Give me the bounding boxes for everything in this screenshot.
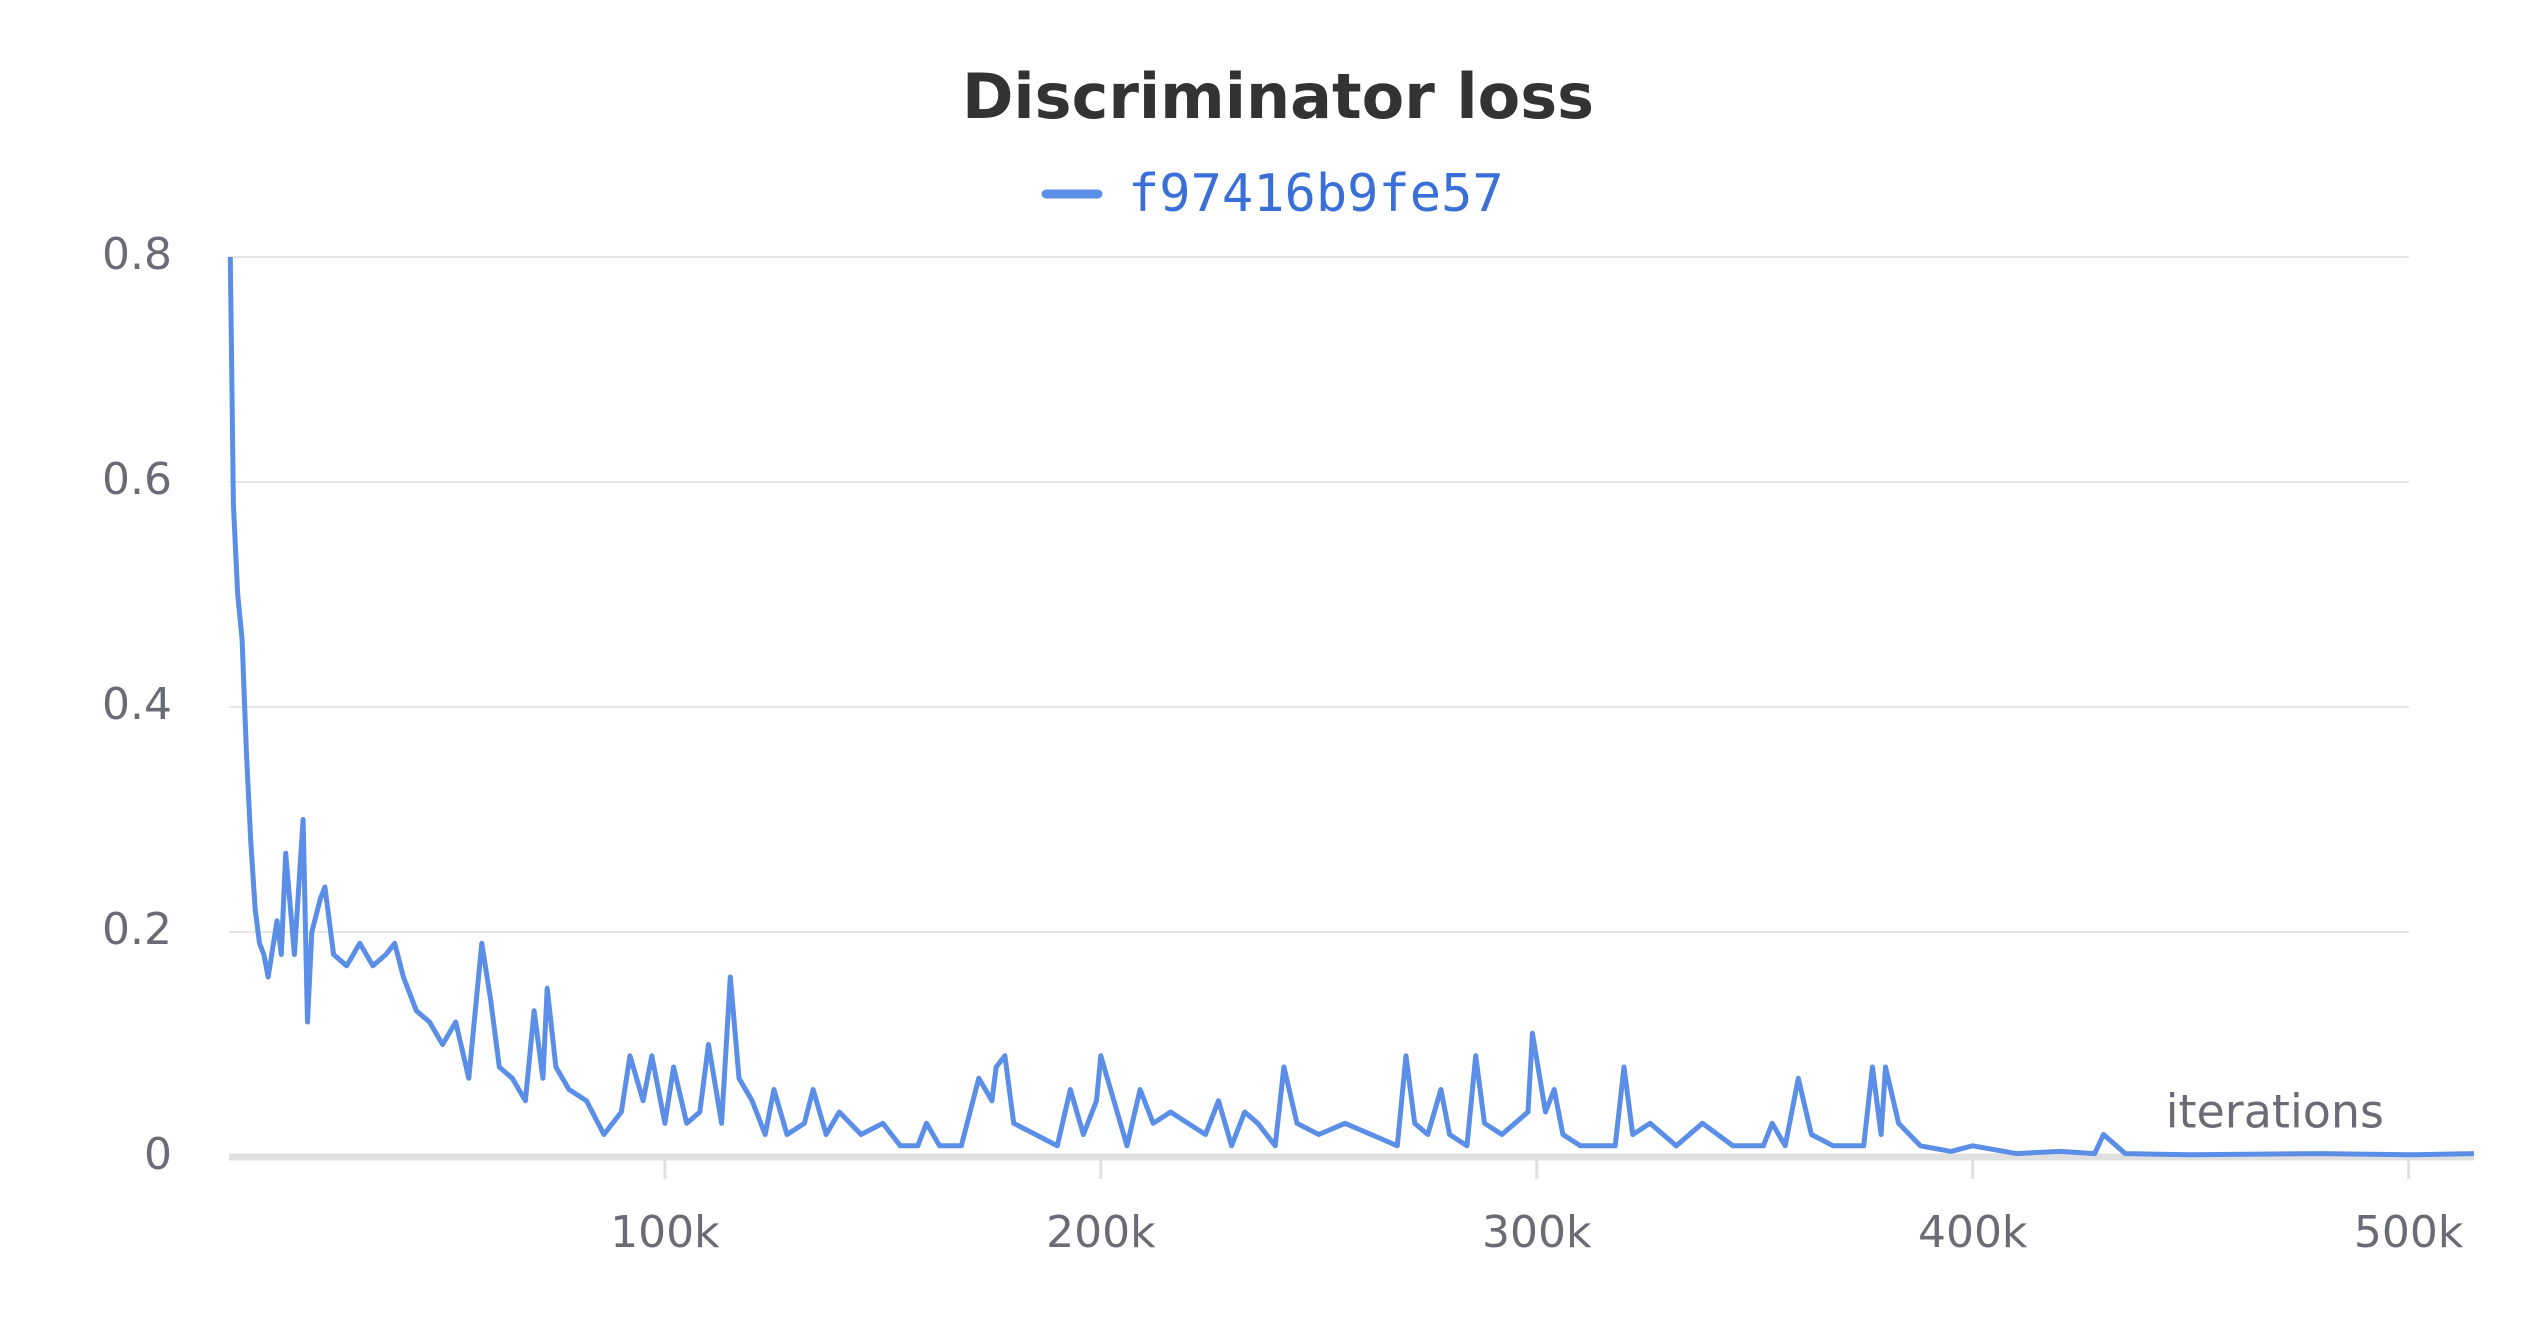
y-tick-label: 0: [144, 1129, 172, 1180]
legend-label: f97416b9fe57: [1128, 164, 1504, 224]
y-tick-label: 0.8: [102, 229, 172, 280]
y-tick-label: 0.6: [102, 454, 172, 505]
series-line: [227, 256, 2475, 1158]
chart-title: Discriminator loss: [962, 60, 1594, 133]
x-tick-label: 400k: [1918, 1207, 2028, 1258]
y-tick-label: 0.2: [102, 904, 172, 955]
x-tick-label: 200k: [1046, 1207, 1156, 1258]
x-tick-label: 300k: [1482, 1207, 1592, 1258]
x-tick-label: 500k: [2354, 1207, 2464, 1258]
x-axis-label: iterations: [2166, 1085, 2384, 1139]
x-tick-label: 100k: [610, 1207, 720, 1258]
y-tick-label: 0.4: [102, 679, 172, 730]
